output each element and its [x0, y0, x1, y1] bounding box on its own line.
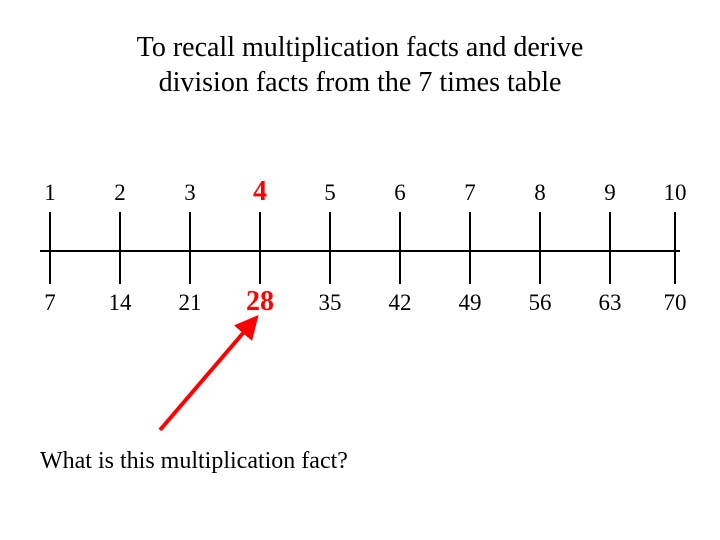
question-text: What is this multiplication fact?: [40, 448, 348, 475]
arrow-line: [160, 318, 256, 430]
